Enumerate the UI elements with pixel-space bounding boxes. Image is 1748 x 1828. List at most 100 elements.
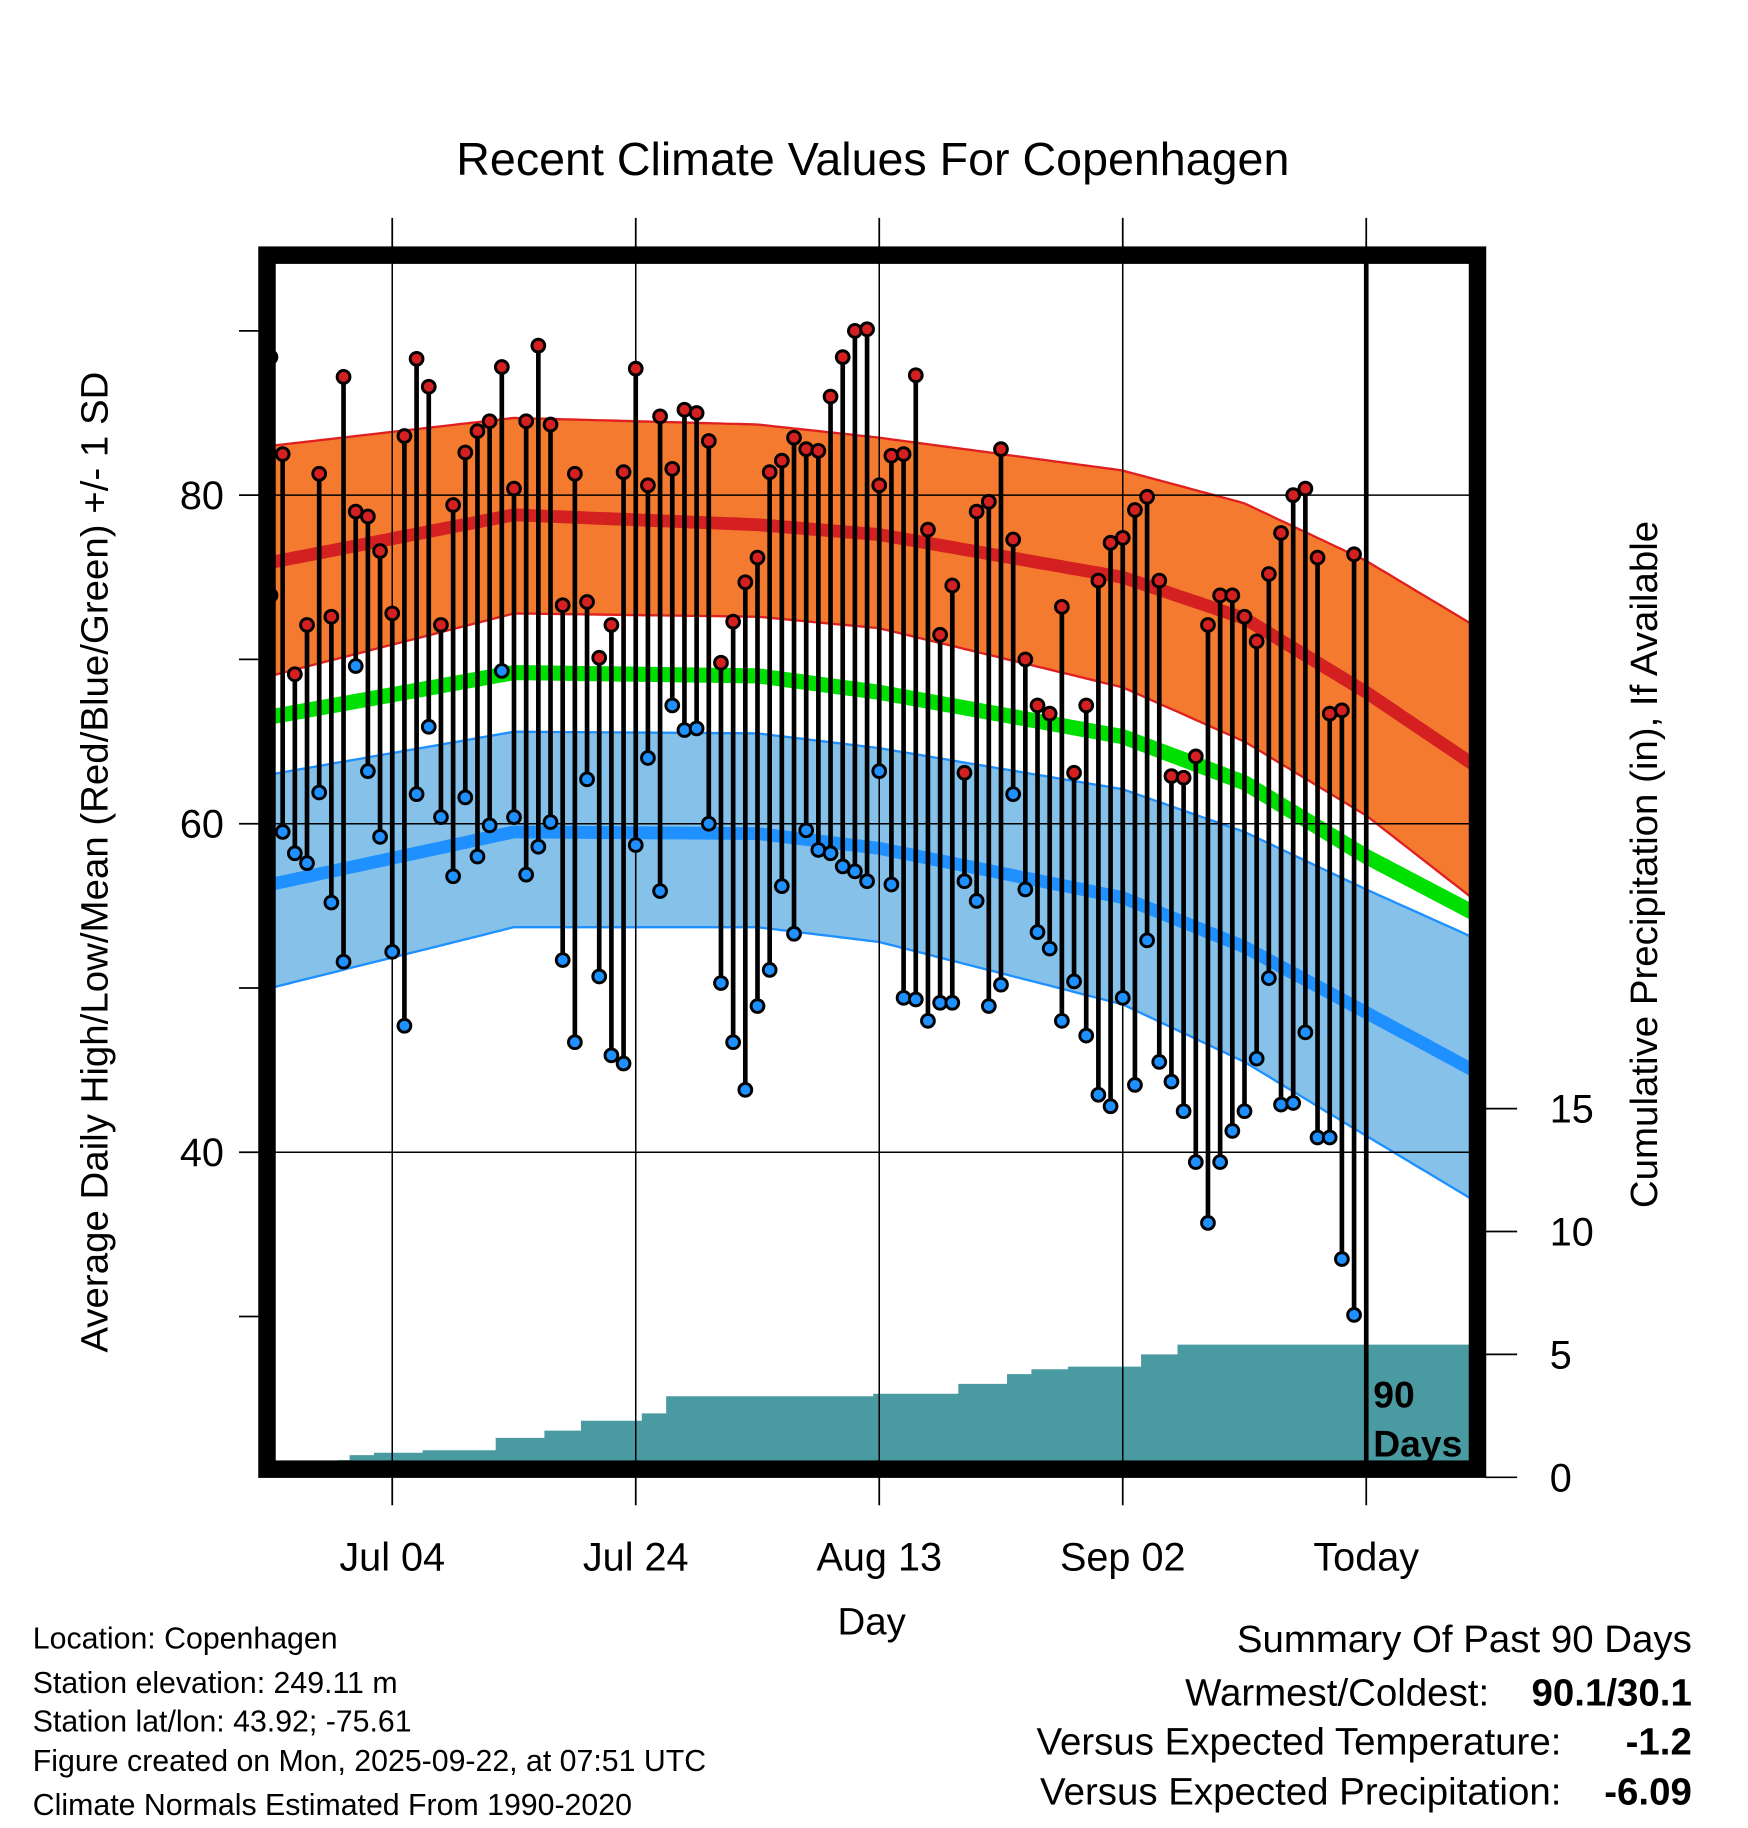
daily-low-point bbox=[603, 1047, 620, 1064]
daily-high-point bbox=[1090, 572, 1107, 589]
x-tick-label: Today bbox=[1313, 1536, 1419, 1580]
daily-high-point bbox=[311, 465, 328, 482]
daily-high-point bbox=[615, 464, 632, 481]
daily-low-point bbox=[396, 1017, 413, 1034]
daily-high-point bbox=[579, 594, 595, 610]
summary-temp-label: Versus Expected Temperature: bbox=[1036, 1721, 1561, 1764]
daily-high-point bbox=[1175, 769, 1192, 786]
info-elevation: Station elevation: 249.11 m bbox=[33, 1667, 398, 1700]
info-location: Location: Copenhagen bbox=[33, 1623, 338, 1656]
daily-high-point bbox=[518, 413, 535, 430]
daily-low-point bbox=[1248, 1050, 1265, 1067]
daily-high-point bbox=[481, 413, 498, 430]
daily-low-point bbox=[1260, 970, 1277, 986]
daily-low-point bbox=[737, 1081, 754, 1098]
daily-high-point bbox=[1309, 549, 1326, 566]
daily-high-point bbox=[1285, 487, 1302, 504]
daily-high-point bbox=[700, 433, 717, 449]
daily-high-point bbox=[1041, 705, 1058, 722]
y2-tick-label: 5 bbox=[1550, 1333, 1572, 1377]
daily-low-point bbox=[1346, 1307, 1362, 1323]
info-latlon: Station lat/lon: 43.92; -75.61 bbox=[33, 1705, 412, 1738]
daily-high-point bbox=[725, 613, 742, 630]
daily-low-point bbox=[688, 720, 705, 737]
daily-high-point bbox=[1151, 572, 1168, 589]
daily-high-point bbox=[907, 367, 924, 384]
daily-low-point bbox=[1321, 1129, 1338, 1146]
daily-high-point bbox=[968, 503, 985, 520]
daily-low-point bbox=[615, 1055, 632, 1072]
daily-low-point bbox=[1163, 1073, 1180, 1090]
summary-temp-value: -1.2 bbox=[1626, 1721, 1692, 1764]
daily-low-point bbox=[627, 837, 644, 853]
daily-low-point bbox=[518, 866, 535, 883]
daily-high-point bbox=[396, 428, 413, 444]
daily-high-point bbox=[859, 321, 875, 338]
daily-high-point bbox=[469, 423, 486, 439]
y2-tick-label: 15 bbox=[1550, 1088, 1594, 1132]
daily-low-point bbox=[1078, 1027, 1095, 1044]
daily-high-point bbox=[640, 477, 656, 494]
summary-precip-label: Versus Expected Precipitation: bbox=[1040, 1771, 1561, 1814]
daily-low-point bbox=[1224, 1123, 1241, 1139]
daily-high-point bbox=[822, 388, 839, 405]
daily-low-point bbox=[1041, 940, 1058, 957]
daily-high-point bbox=[1114, 530, 1131, 546]
summary-title: Summary Of Past 90 Days bbox=[1237, 1618, 1692, 1661]
daily-low-point bbox=[956, 873, 973, 890]
daily-high-point bbox=[274, 446, 291, 462]
daily-high-point bbox=[506, 480, 522, 497]
precip-area bbox=[337, 1344, 1478, 1468]
x-tick-label: Jul 04 bbox=[339, 1536, 445, 1580]
daily-low-point bbox=[433, 809, 449, 826]
daily-low-point bbox=[311, 784, 328, 801]
y-tick-label: 60 bbox=[180, 803, 224, 847]
daily-low-point bbox=[1334, 1251, 1350, 1267]
daily-high-point bbox=[420, 378, 437, 395]
daily-high-point bbox=[433, 617, 449, 633]
daily-high-point bbox=[542, 416, 559, 433]
daily-low-point bbox=[323, 894, 340, 911]
daily-high-point bbox=[713, 654, 729, 671]
daily-low-point bbox=[1114, 989, 1131, 1006]
daily-high-point bbox=[554, 597, 571, 614]
daily-high-point bbox=[1017, 651, 1034, 668]
daily-low-point bbox=[1102, 1098, 1119, 1115]
plot-area: 90 Days bbox=[268, 256, 1478, 1468]
daily-low-point bbox=[542, 814, 559, 830]
daily-low-point bbox=[469, 848, 486, 865]
daily-low-point bbox=[1127, 1077, 1143, 1093]
daily-low-point bbox=[640, 750, 656, 766]
daily-high-point bbox=[1224, 587, 1241, 604]
daily-high-point bbox=[1078, 697, 1095, 714]
daily-low-point bbox=[859, 873, 875, 890]
daily-high-point bbox=[323, 608, 340, 625]
y2-tick-label: 10 bbox=[1550, 1210, 1594, 1254]
daily-low-point bbox=[920, 1012, 936, 1029]
daily-high-point bbox=[761, 464, 778, 481]
daily-low-point bbox=[1285, 1095, 1302, 1111]
daily-high-point bbox=[956, 764, 973, 781]
daily-low-point bbox=[883, 876, 900, 893]
axes: Jul 04 Jul 24 Aug 13 Sep 02 Today 40 60 80 0 5 10 1… bbox=[180, 217, 1594, 1580]
info-created: Figure created on Mon, 2025-09-22, at 07… bbox=[33, 1745, 706, 1778]
daily-low-point bbox=[725, 1034, 742, 1051]
daily-low-point bbox=[1187, 1154, 1204, 1170]
daily-low-point bbox=[1066, 973, 1082, 990]
daily-high-point bbox=[749, 549, 766, 566]
y2-tick-label: 0 bbox=[1550, 1456, 1572, 1500]
x-tick-label: Sep 02 bbox=[1060, 1536, 1186, 1580]
daily-high-point bbox=[944, 577, 961, 594]
daily-high-point bbox=[567, 465, 583, 482]
daily-high-point bbox=[1260, 566, 1277, 582]
daily-high-point bbox=[1297, 480, 1314, 497]
daily-high-point bbox=[871, 477, 888, 494]
daily-low-point bbox=[968, 893, 985, 909]
daily-low-point bbox=[384, 943, 401, 960]
daily-high-point bbox=[445, 497, 461, 513]
daily-high-point bbox=[1127, 502, 1143, 518]
daily-low-point bbox=[822, 845, 839, 862]
daily-low-point bbox=[579, 771, 595, 788]
daily-low-point bbox=[360, 763, 376, 780]
daily-low-point bbox=[700, 815, 717, 832]
